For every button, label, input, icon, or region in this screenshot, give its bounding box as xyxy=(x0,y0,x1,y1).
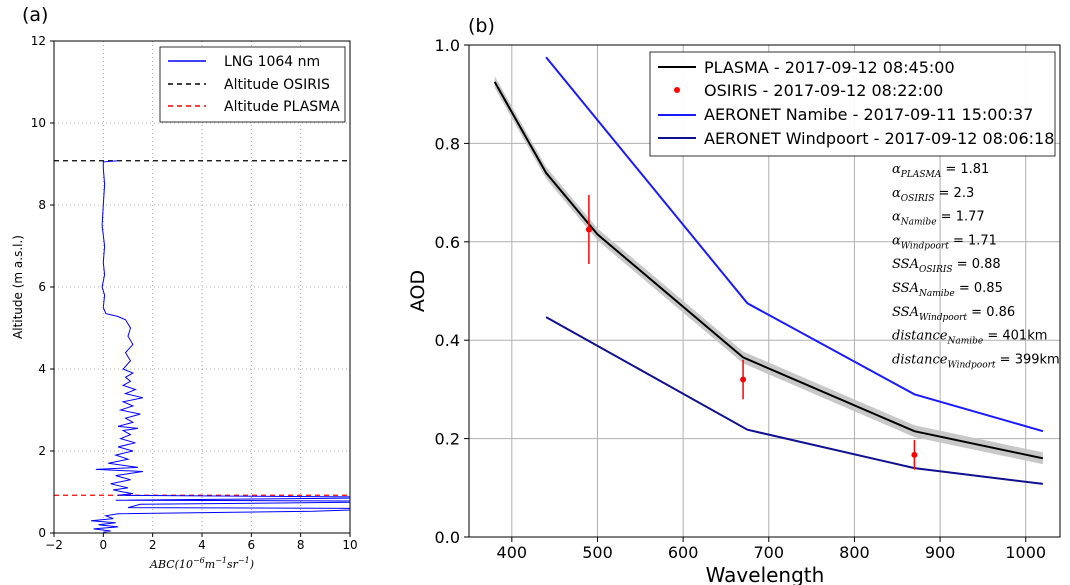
panel-a-series xyxy=(90,160,351,533)
a-xtick-label: 6 xyxy=(248,538,256,552)
a-xtick-label: 8 xyxy=(297,538,305,552)
panel-label-a: (a) xyxy=(22,4,48,26)
panel-a-xlabel: ABC(10−6m−1sr−1) xyxy=(149,556,254,571)
panel-b: (b) 400 500 600 700 800 900 1000 0.0 0.2 0.4 0.6 0.… xyxy=(407,15,1061,585)
b-xtick-label: 700 xyxy=(754,543,785,562)
annotation-ssa-windpoort: SSAWindpoort = 0.86 xyxy=(892,305,1015,323)
b-ytick-label: 0.6 xyxy=(435,233,460,252)
osiris-point xyxy=(911,451,918,458)
legend-label-plasma: PLASMA - 2017-09-12 08:45:00 xyxy=(704,58,955,77)
b-ytick-label: 0.2 xyxy=(435,430,460,449)
b-ytick-label: 0.4 xyxy=(435,331,460,350)
legend-label-osiris: OSIRIS - 2017-09-12 08:22:00 xyxy=(704,81,943,100)
legend-label-plasma-altitude: Altitude PLASMA xyxy=(224,99,340,115)
a-ytick-label: 2 xyxy=(38,444,46,458)
b-xtick-label: 1000 xyxy=(1005,543,1046,562)
legend-label-windpoort: AERONET Windpoort - 2017-09-12 08:06:18 xyxy=(704,129,1054,148)
a-xtick-label: 2 xyxy=(149,538,157,552)
b-xtick-label: 600 xyxy=(668,543,699,562)
panel-label-b: (b) xyxy=(468,15,495,37)
annotation-ssa-osiris: SSAOSIRIS = 0.88 xyxy=(892,257,1001,275)
a-ytick-label: 6 xyxy=(38,280,46,294)
b-ytick-label: 1.0 xyxy=(435,36,460,55)
a-xtick-label: 10 xyxy=(342,538,357,552)
annotation-distance-windpoort: distanceWindpoort = 399km xyxy=(892,352,1060,370)
legend-label-namibe: AERONET Namibe - 2017-09-11 15:00:37 xyxy=(704,105,1033,124)
panel-b-series xyxy=(493,56,1044,485)
annotation-distance-namibe: distanceNamibe = 401km xyxy=(892,329,1047,347)
lng-1064-profile-line xyxy=(90,160,351,533)
b-ytick-label: 0.0 xyxy=(435,528,460,547)
aeronet-namibe-line xyxy=(545,56,1044,433)
legend-label-osiris-altitude: Altitude OSIRIS xyxy=(224,77,330,93)
a-ytick-label: 8 xyxy=(38,198,46,212)
panel-a-grid xyxy=(54,41,350,533)
panel-b-legend: PLASMA - 2017-09-12 08:45:00 OSIRIS - 20… xyxy=(649,51,1056,157)
panel-b-annotations: αPLASMA = 1.81 αOSIRIS = 2.3 αNamibe = 1.7… xyxy=(892,162,1060,370)
annotation-α-plasma: αPLASMA = 1.81 xyxy=(892,162,989,180)
panel-a-legend: LNG 1064 nm Altitude OSIRIS Altitude PLA… xyxy=(159,46,346,123)
b-ytick-label: 0.8 xyxy=(435,134,460,153)
aeronet-windpoort-line xyxy=(545,316,1044,485)
annotation-α-windpoort: αWindpoort = 1.71 xyxy=(892,233,997,251)
a-ytick-label: 10 xyxy=(31,116,46,130)
a-xtick-label: 0 xyxy=(100,538,108,552)
osiris-point xyxy=(585,226,592,233)
a-xtick-label: −2 xyxy=(45,538,63,552)
panel-a-ylabel: Altitude (m a.s.l.) xyxy=(11,235,25,339)
a-xtick-label: 4 xyxy=(198,538,206,552)
legend-label-lng: LNG 1064 nm xyxy=(224,54,320,70)
b-xtick-label: 400 xyxy=(497,543,528,562)
annotation-α-namibe: αNamibe = 1.77 xyxy=(892,210,985,228)
panel-b-points xyxy=(585,195,918,470)
a-ytick-label: 0 xyxy=(38,526,46,540)
panel-b-ticks: 400 500 600 700 800 900 1000 0.0 0.2 0.4 0.6 0.8 1.0 xyxy=(435,36,1047,562)
b-xtick-label: 900 xyxy=(925,543,956,562)
b-xtick-label: 800 xyxy=(839,543,870,562)
a-ytick-label: 4 xyxy=(38,362,46,376)
annotation-α-osiris: αOSIRIS = 2.3 xyxy=(892,186,974,204)
panel-b-ylabel: AOD xyxy=(407,270,429,312)
panel-b-axes-frame xyxy=(468,44,1061,538)
annotation-ssa-namibe: SSANamibe = 0.85 xyxy=(892,281,1003,299)
panel-a-reference-lines xyxy=(54,160,350,496)
panel-b-xlabel: Wavelength xyxy=(706,563,825,585)
osiris-point xyxy=(740,376,747,383)
legend-swatch-osiris xyxy=(674,87,680,93)
b-xtick-label: 500 xyxy=(582,543,613,562)
plasma-line xyxy=(493,81,1044,460)
panel-b-legend-box xyxy=(649,51,1056,157)
a-ytick-label: 12 xyxy=(31,34,46,48)
